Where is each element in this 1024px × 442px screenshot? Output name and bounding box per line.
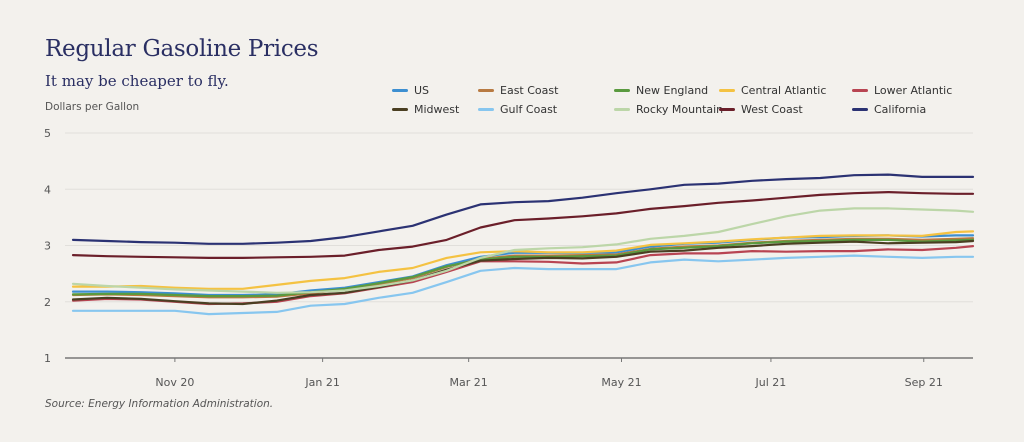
chart-subtitle: It may be cheaper to fly. bbox=[45, 72, 229, 90]
legend-item: Lower Atlantic bbox=[852, 84, 952, 97]
legend-swatch bbox=[852, 108, 868, 111]
legend-swatch bbox=[478, 108, 494, 111]
legend-swatch bbox=[392, 108, 408, 111]
series-line-midwest bbox=[71, 239, 975, 306]
x-tick-label: Nov 20 bbox=[155, 376, 194, 389]
legend-item: US bbox=[392, 84, 429, 97]
series-line-rocky-mountain bbox=[71, 207, 975, 294]
legend-item: East Coast bbox=[478, 84, 558, 97]
legend-item: Gulf Coast bbox=[478, 103, 557, 116]
x-tick-label: Jul 21 bbox=[755, 376, 787, 389]
y-tick-label: 4 bbox=[44, 183, 51, 196]
legend-label: New England bbox=[636, 84, 709, 97]
y-tick-label: 2 bbox=[44, 296, 51, 309]
x-tick-label: Mar 21 bbox=[450, 376, 488, 389]
series-line-california bbox=[71, 173, 975, 245]
legend-item: Rocky Mountain bbox=[614, 103, 723, 116]
legend-label: West Coast bbox=[741, 103, 803, 116]
legend-label: US bbox=[414, 84, 430, 97]
series-line-new-england bbox=[71, 238, 975, 298]
legend-label: East Coast bbox=[500, 84, 559, 97]
legend-swatch bbox=[852, 89, 868, 92]
legend-swatch bbox=[614, 108, 630, 111]
source-note: Source: Energy Information Administratio… bbox=[45, 398, 274, 410]
y-tick-label: 3 bbox=[44, 240, 51, 253]
x-tick-label: Jan 21 bbox=[304, 376, 339, 389]
legend-label: Rocky Mountain bbox=[636, 103, 724, 116]
legend-item: West Coast bbox=[719, 103, 803, 116]
legend-swatch bbox=[719, 89, 735, 92]
legend-label: Lower Atlantic bbox=[874, 84, 953, 97]
y-tick-label: 1 bbox=[44, 352, 51, 365]
legend-swatch bbox=[478, 89, 494, 92]
series-line-gulf-coast bbox=[71, 254, 975, 316]
legend-swatch bbox=[719, 108, 735, 111]
legend-item: Central Atlantic bbox=[719, 84, 826, 97]
y-tick-label: 5 bbox=[44, 127, 51, 140]
legend-swatch bbox=[392, 89, 408, 92]
x-tick-label: May 21 bbox=[601, 376, 641, 389]
legend-label: Midwest bbox=[414, 103, 460, 116]
legend-label: California bbox=[874, 103, 927, 116]
y-axis-label: Dollars per Gallon bbox=[45, 101, 140, 113]
legend-label: Gulf Coast bbox=[500, 103, 558, 116]
series-line-west-coast bbox=[71, 191, 975, 259]
legend-item: Midwest bbox=[392, 103, 459, 116]
legend-item: California bbox=[852, 103, 926, 116]
x-tick-label: Sep 21 bbox=[905, 376, 943, 389]
legend-swatch bbox=[614, 89, 630, 92]
chart-title: Regular Gasoline Prices bbox=[45, 36, 319, 62]
series-line-central-atlantic bbox=[71, 230, 975, 290]
legend-item: New England bbox=[614, 84, 708, 97]
legend-label: Central Atlantic bbox=[741, 84, 827, 97]
